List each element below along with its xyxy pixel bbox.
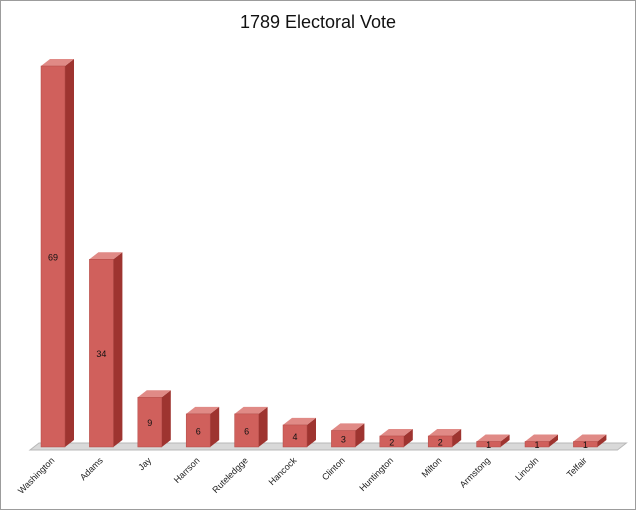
bar-side-adams: [113, 252, 123, 447]
data-label-ruteledgge: 6: [244, 426, 249, 436]
data-label-huntington: 2: [389, 437, 394, 447]
bar-side-hancock: [307, 417, 316, 447]
chart-title: 1789 Electoral Vote: [239, 12, 397, 32]
category-label-hancock: Hancock: [267, 455, 299, 487]
bar-huntington: [379, 435, 405, 448]
category-label-clinton: Clinton: [320, 455, 347, 482]
bar-top-adams: [89, 252, 123, 260]
bar-ruteledgge: [234, 413, 259, 448]
data-label-adams: 34: [96, 349, 106, 359]
bar-top-armstong: [476, 434, 510, 442]
data-label-jay: 9: [147, 418, 152, 428]
bar-side-milton: [452, 428, 462, 447]
bar-washington: [40, 65, 66, 448]
bar-side-harrson: [210, 406, 220, 447]
bar-top-milton: [428, 428, 462, 436]
data-label-clinton: 3: [341, 435, 346, 445]
bar-top-harrson: [186, 406, 220, 414]
category-label-adams: Adams: [78, 455, 105, 482]
category-label-washington: Washington: [16, 455, 56, 495]
category-label-harrson: Harrson: [172, 455, 202, 485]
data-label-milton: 2: [438, 437, 443, 447]
bar-jay: [137, 397, 163, 448]
bar-side-lincoln: [549, 434, 558, 447]
category-label-huntington: Huntington: [357, 455, 395, 493]
category-label-lincoln: Lincoln: [513, 455, 540, 482]
data-label-washington: 69: [48, 253, 58, 263]
bar-side-armstong: [500, 434, 510, 447]
bar-top-telfair: [573, 434, 607, 442]
bar-top-washington: [41, 59, 74, 66]
data-label-hancock: 4: [292, 432, 297, 442]
category-label-jay: Jay: [136, 455, 153, 472]
data-label-telfair: 1: [583, 440, 588, 450]
bar-armstong: [476, 441, 501, 448]
bar-top-lincoln: [525, 434, 558, 442]
data-label-armstong: 1: [486, 440, 491, 450]
bar-top-hancock: [283, 417, 316, 425]
bar-side-washington: [65, 59, 74, 447]
bar-top-clinton: [331, 423, 365, 431]
bar-side-jay: [161, 390, 171, 447]
category-label-armstong: Armstong: [458, 455, 492, 489]
category-label-ruteledgge: Ruteledgge: [210, 455, 250, 495]
bar-milton: [427, 435, 453, 448]
bar-adams: [89, 259, 114, 448]
bar-top-huntington: [379, 428, 413, 436]
bar-side-clinton: [355, 423, 365, 447]
bar-side-telfair: [597, 434, 607, 447]
bar-telfair: [573, 441, 598, 448]
data-label-harrson: 6: [196, 426, 201, 436]
bar-harrson: [185, 413, 211, 448]
category-label-telfair: Telfair: [565, 455, 589, 479]
bar-side-ruteledgge: [258, 406, 268, 447]
bar-side-huntington: [403, 428, 413, 447]
category-label-milton: Milton: [420, 455, 444, 479]
bar-clinton: [331, 430, 356, 448]
bar-lincoln: [524, 441, 550, 448]
data-label-lincoln: 1: [534, 440, 539, 450]
bar-top-jay: [137, 390, 171, 398]
bar-hancock: [282, 424, 308, 448]
bar-top-ruteledgge: [234, 406, 268, 414]
